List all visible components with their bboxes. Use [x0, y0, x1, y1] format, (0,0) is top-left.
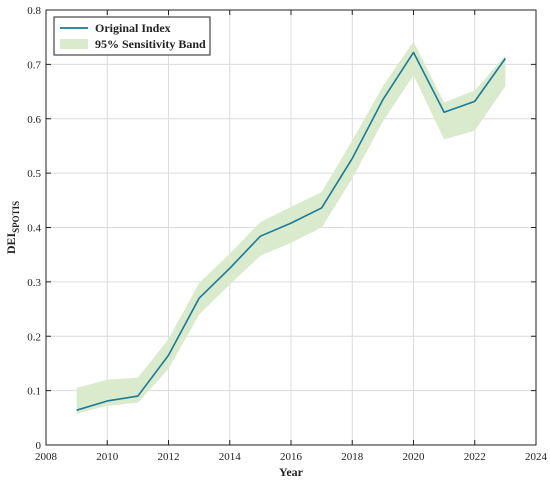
y-tick-label: 0: [36, 440, 42, 452]
x-tick-label: 2014: [219, 451, 242, 463]
y-axis-title-subscript: SPOTIS: [11, 201, 21, 233]
sensitivity-band-layer: [76, 41, 506, 414]
x-tick-label: 2016: [280, 451, 303, 463]
axis-ticks: [45, 9, 537, 446]
y-tick-label: 0.3: [27, 277, 41, 289]
y-tick-label: 0.4: [27, 223, 41, 235]
y-tick-label: 0.7: [27, 59, 41, 71]
y-tick-label: 0.5: [27, 168, 41, 180]
x-tick-label: 2010: [96, 451, 119, 463]
x-tick-label: 2022: [464, 451, 486, 463]
x-axis-title: Year: [279, 465, 304, 479]
y-axis-title-main: DEI: [4, 233, 18, 255]
x-tick-label: 2020: [403, 451, 426, 463]
y-tick-labels: 0 0.1 0.2 0.3 0.4 0.5 0.6 0.7 0.8: [27, 5, 41, 452]
legend-band-swatch: [60, 39, 88, 49]
sensitivity-band: [76, 41, 506, 414]
x-tick-labels: 2008 2010 2012 2014 2016 2018 2020 2022 2024: [35, 451, 548, 463]
y-tick-label: 0.2: [27, 331, 41, 343]
x-tick-label: 2018: [341, 451, 364, 463]
y-tick-label: 0.6: [27, 114, 41, 126]
y-tick-label: 0.8: [27, 5, 41, 17]
series-line-layer: [76, 51, 507, 411]
x-tick-label: 2008: [35, 451, 58, 463]
legend-series-label: Original Index: [95, 21, 171, 35]
y-tick-label: 0.1: [27, 386, 41, 398]
legend-band-label: 95% Sensitivity Band: [95, 37, 206, 51]
x-tick-label: 2024: [525, 451, 548, 463]
series-line-original-index: [76, 51, 507, 411]
x-tick-label: 2012: [158, 451, 180, 463]
y-axis-title: DEISPOTIS: [4, 201, 21, 254]
legend: Original Index 95% Sensitivity Band: [53, 16, 211, 56]
